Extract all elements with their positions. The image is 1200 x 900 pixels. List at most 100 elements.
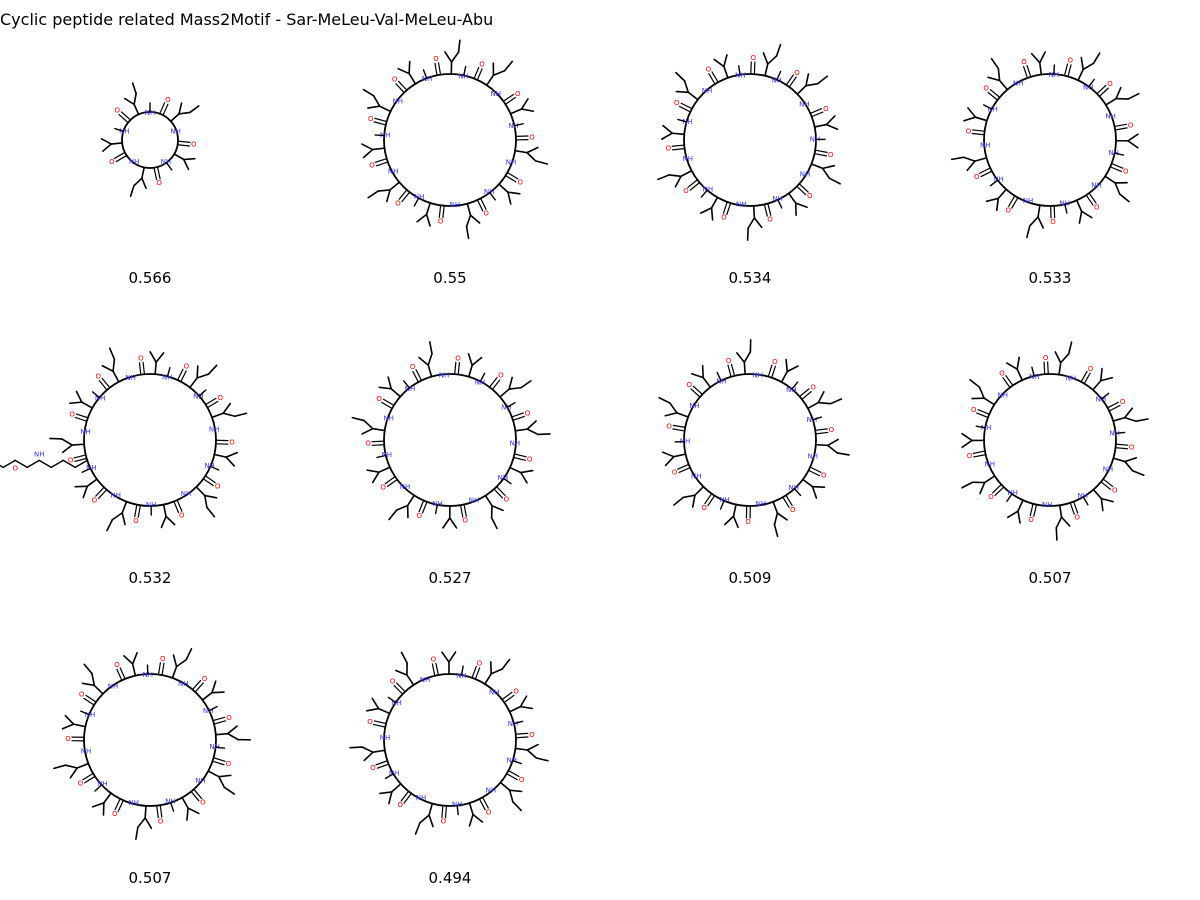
nitrogen-atom: NH [486, 787, 497, 795]
nitrogen-atom: NH [119, 128, 130, 136]
oxygen-atom: O [115, 107, 121, 115]
oxygen-atom: O [1005, 207, 1011, 215]
oxygen-atom: O [971, 406, 977, 414]
nitrogen-atom: NH [683, 155, 694, 163]
oxygen-atom: O [683, 187, 689, 195]
nitrogen-atom: NH [209, 426, 220, 434]
nitrogen-atom: NH [703, 185, 714, 193]
nitrogen-atom: NH [393, 97, 404, 105]
nitrogen-atom: NH [108, 683, 119, 691]
nitrogen-atom: NH [161, 158, 172, 166]
nitrogen-atom: NH [1023, 197, 1033, 205]
nitrogen-atom: NH [506, 756, 517, 764]
molecule-structure: NH O NH O NH O NH O NH O NH O NH O NH O NH O NH O NH O [53, 648, 251, 840]
nitrogen-atom: NH [1109, 429, 1120, 437]
oxygen-atom: O [138, 355, 144, 363]
nitrogen-atom: NH [752, 371, 763, 379]
nitrogen-atom: NH [1049, 71, 1060, 79]
nitrogen-atom: NH [1059, 199, 1070, 207]
nitrogen-atom: NH [400, 483, 411, 491]
nitrogen-atom: NH [735, 72, 746, 80]
oxygen-atom: O [417, 512, 423, 520]
molecule-structure: NH O NH O NH O NH O NH O [100, 82, 200, 198]
molecule-structure: NH O NH O NH O NH O NH O NH O NH O NH O NH O NH O NH O [961, 341, 1149, 541]
similarity-score: 0.533 [1028, 269, 1072, 287]
nitrogen-atom: NH [772, 195, 783, 203]
oxygen-atom: O [666, 423, 672, 431]
oxygen-atom: O [156, 179, 162, 187]
oxygen-atom: O [1021, 58, 1027, 66]
oxygen-atom: O [133, 517, 139, 525]
nitrogen-atom: NH [810, 135, 821, 143]
molecule-drawing: NH O NH O NH O NH O NH O NH O NH O NH O NH O NH O NH O [950, 51, 1140, 239]
nitrogen-atom: NH [450, 201, 461, 209]
oxygen-atom: O [431, 656, 437, 664]
molecule-structure: NH O NH O NH O NH O NH O NH O NH O NH O NH O NH O NH O [351, 341, 551, 530]
oxygen-atom: O [395, 199, 401, 207]
nitrogen-atom: NH [81, 747, 92, 755]
nitrogen-atom: NH [736, 200, 747, 208]
molecule-cell: NH O NH O NH O NH O NH O 0.566 [0, 0, 300, 300]
oxygen-atom: O [376, 395, 382, 403]
similarity-score: 0.507 [128, 869, 172, 887]
molecule-structure: NH O NH O NH O NH O NH O NH O NH O NH O NH O NH O NH O [657, 43, 841, 241]
oxygen-atom: O [517, 178, 523, 186]
nitrogen-atom: NH [416, 794, 427, 802]
nitrogen-atom: NH [86, 464, 97, 472]
nitrogen-atom: NH [204, 462, 215, 470]
nitrogen-atom: NH [993, 176, 1004, 184]
nitrogen-atom: NH [85, 711, 96, 719]
nitrogen-atom: NH [997, 391, 1008, 399]
nitrogen-atom: NH [388, 167, 399, 175]
nitrogen-atom: NH [489, 688, 500, 696]
nitrogen-atom: NH [501, 404, 512, 412]
similarity-score: 0.507 [1028, 569, 1072, 587]
oxygen-atom: O [988, 493, 994, 501]
molecule-cell: NHONHONHONHONHONHONHONHONHONHONHONHOO0.5… [0, 300, 300, 600]
oxygen-atom: O [772, 358, 778, 366]
oxygen-atom: O [226, 760, 232, 768]
oxygen-atom: O [515, 90, 521, 98]
nitrogen-atom: NH [432, 500, 443, 508]
nitrogen-atom: NH [771, 77, 782, 85]
nitrogen-atom: NH [439, 371, 450, 379]
molecule-cell: NH O NH O NH O NH O NH O NH O NH O NH O NH O NH O NH O 0.507 [0, 600, 300, 900]
oxygen-atom: O [1067, 57, 1073, 65]
oxygen-atom: O [69, 410, 75, 418]
nitrogen-atom: NH [209, 743, 220, 751]
oxygen-atom: O [821, 472, 827, 480]
nitrogen-atom: NH [193, 393, 204, 401]
peptide-ring [383, 673, 517, 807]
oxygen-atom: O [767, 216, 773, 224]
oxygen-atom: O [160, 655, 166, 663]
oxygen-atom: O [983, 85, 989, 93]
molecule-cell: NH O NH O NH O NH O NH O NH O NH O NH O NH O NH O NH O 0.533 [900, 0, 1200, 300]
oxygen-atom: O [12, 464, 18, 472]
molecule-drawing: NH O NH O NH O NH O NH O NH O NH O NH O NH O NH O NH O [349, 651, 549, 835]
nitrogen-atom: NH [1105, 113, 1116, 121]
oxygen-atom: O [1112, 486, 1118, 494]
oxygen-atom: O [483, 210, 489, 218]
molecule-drawing: NH O NH O NH O NH O NH O [100, 82, 200, 198]
oxygen-atom: O [529, 134, 535, 142]
oxygen-atom: O [112, 810, 118, 818]
oxygen-atom: O [1128, 121, 1134, 129]
oxygen-atom: O [95, 372, 101, 380]
oxygen-atom: O [686, 381, 692, 389]
nitrogen-atom: NH [145, 109, 156, 117]
oxygen-atom: O [525, 409, 531, 417]
oxygen-atom: O [750, 54, 756, 62]
nitrogen-atom: NH [129, 158, 140, 166]
similarity-score: 0.55 [433, 269, 467, 287]
nitrogen-atom: NH [382, 451, 393, 459]
oxygen-atom: O [701, 504, 707, 512]
nitrogen-atom: NH [383, 415, 394, 423]
oxygen-atom: O [498, 372, 504, 380]
molecule-drawing: NH O NH O NH O NH O NH O NH O NH O NH O NH O NH O NH O [53, 648, 251, 840]
nitrogen-atom: NH [129, 799, 140, 807]
nitrogen-atom: NH [1029, 373, 1040, 381]
oxygen-atom: O [966, 127, 972, 135]
nitrogen-atom: NH [422, 75, 433, 83]
nitrogen-atom: NH [981, 424, 992, 432]
